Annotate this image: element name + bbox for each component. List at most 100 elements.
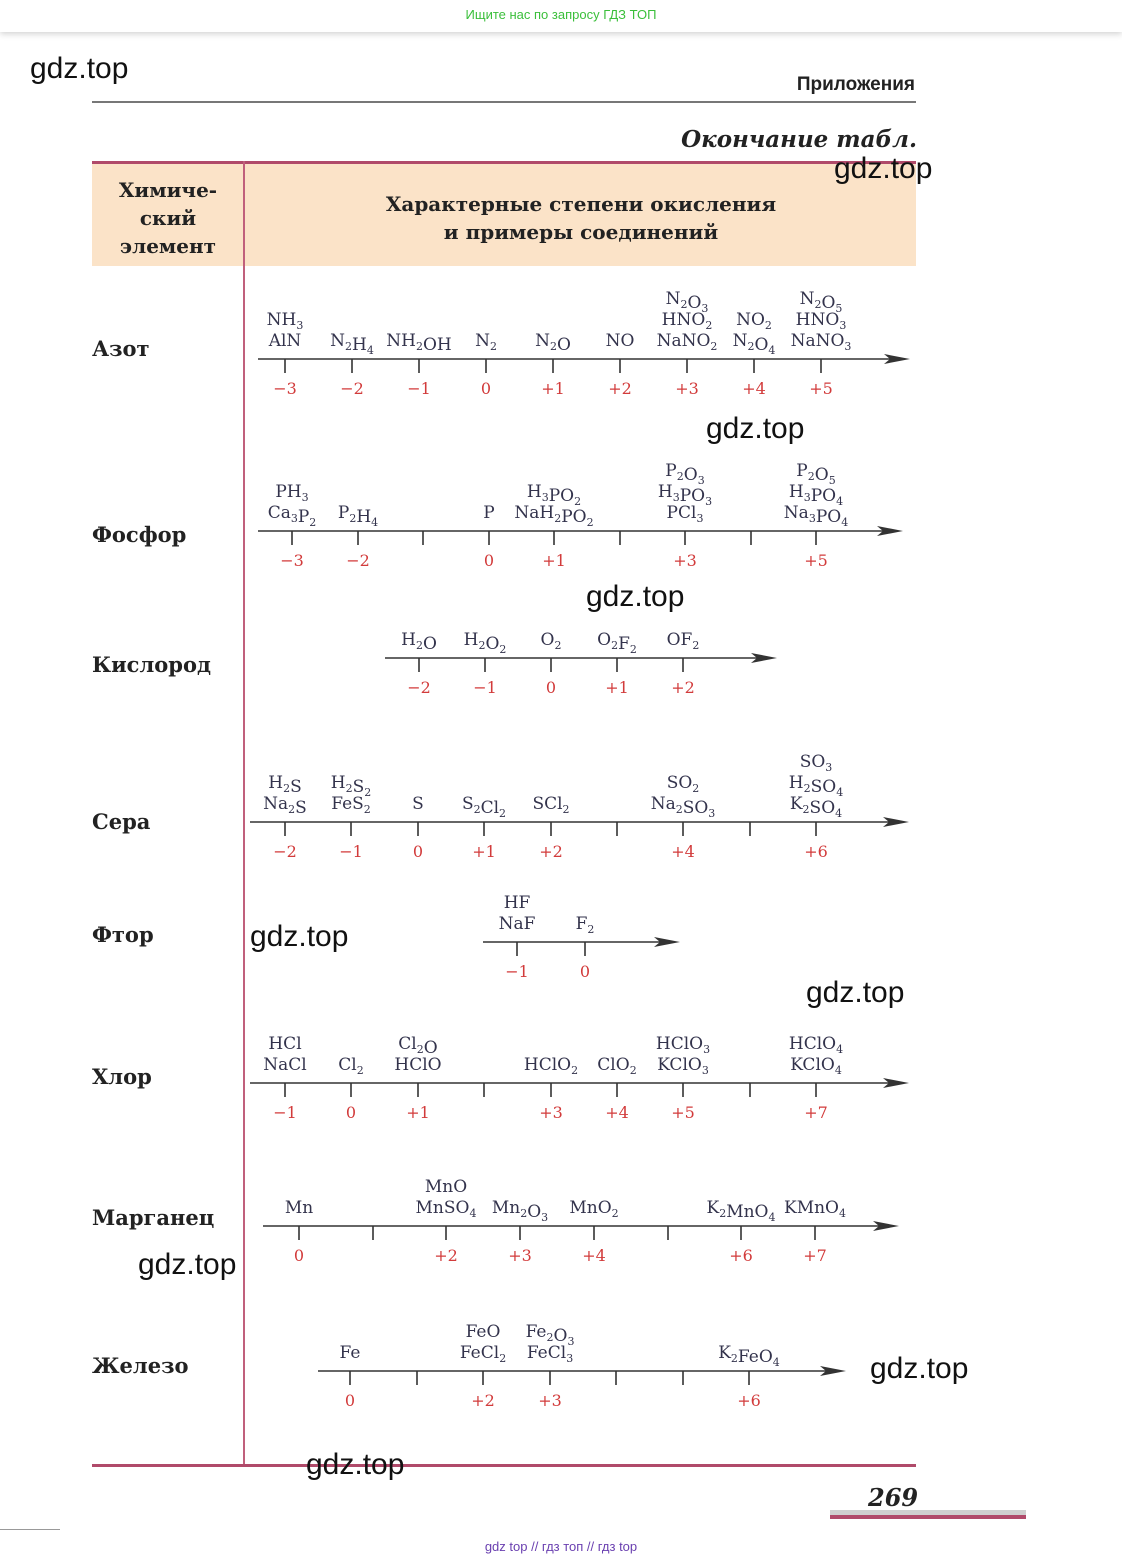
compound-formula: K2FeO4 [718, 1343, 780, 1369]
header-rule [92, 101, 916, 103]
oxidation-state-label: 0 [546, 678, 556, 697]
header-element-line: элемент [119, 234, 217, 258]
table-continuation-label: Окончание табл. [681, 126, 917, 153]
header-element-column: Химиче- ский элемент [92, 176, 244, 260]
watermark: gdz.top [706, 412, 805, 445]
oxidation-state-label: +7 [804, 1103, 828, 1122]
compound-formula: K2SO4 [790, 794, 842, 820]
compound-formula: Mn2O3 [492, 1198, 548, 1224]
compound-formula: Mn [285, 1198, 313, 1218]
column-divider [243, 161, 245, 1467]
compound-formula: FeS2 [331, 794, 371, 816]
element-name-iron: Железо [92, 1353, 189, 1378]
element-name-sulfur: Сера [92, 809, 151, 834]
header-description-line: Характерные степени окисления [385, 192, 777, 216]
arrow-head-icon [883, 1078, 909, 1088]
compound-formula: AlN [268, 331, 302, 351]
compound-formula: O2F2 [597, 630, 637, 656]
compound-formula: NaH2PO2 [514, 503, 593, 529]
header-description-column: Характерные степени окисления и примеры … [246, 190, 916, 246]
compound-formula: HCl [268, 1034, 301, 1054]
compound-formula: H2S [268, 773, 301, 797]
compound-formula: N2O5 [800, 289, 843, 315]
compound-formula: HClO2 [524, 1055, 578, 1077]
compound-formula: MnSO4 [416, 1198, 477, 1220]
oxidation-state-label: +4 [582, 1246, 606, 1265]
element-name-nitrogen: Азот [92, 336, 150, 361]
compound-formula: N2 [475, 331, 497, 353]
compound-formula: NO2 [736, 310, 772, 332]
compound-formula: N2O [535, 331, 571, 355]
oxidation-state-label: +7 [803, 1246, 827, 1265]
watermark: gdz.top [138, 1248, 237, 1281]
oxidation-state-label: +3 [675, 379, 699, 398]
oxidation-state-label: +6 [729, 1246, 753, 1265]
compound-formula: NH2OH [386, 331, 451, 355]
compound-formula: KMnO4 [784, 1198, 846, 1220]
compound-formula: P2H4 [338, 503, 378, 529]
compound-formula: FeCl2 [460, 1343, 506, 1365]
oxidation-state-label: +2 [671, 678, 695, 697]
compound-formula: HClO3 [656, 1034, 710, 1056]
compound-formula: S [412, 794, 424, 814]
compound-formula: HNO3 [796, 310, 847, 332]
compound-formula: MnO [425, 1177, 467, 1197]
compound-formula: Na3PO4 [784, 503, 848, 529]
compound-formula: KClO4 [790, 1055, 842, 1077]
oxidation-state-label: 0 [346, 1103, 356, 1122]
compound-formula: H2SO4 [789, 773, 843, 799]
arrow-head-icon [884, 354, 910, 364]
oxidation-state-label: 0 [580, 962, 590, 981]
compound-formula: N2O3 [666, 289, 709, 315]
top-banner[interactable]: Ищите нас по запросу ГДЗ ТОП [0, 0, 1122, 32]
header-element-line: ский [139, 206, 197, 230]
corner-rule [0, 1529, 60, 1530]
compound-formula: HNO2 [662, 310, 713, 332]
oxidation-state-label: −1 [505, 962, 529, 981]
compound-formula: KClO3 [657, 1055, 709, 1077]
footer-links[interactable]: gdz top // гдз топ // гдз top [484, 1539, 638, 1554]
compound-formula: NaNO3 [791, 331, 852, 353]
compound-formula: NH3 [267, 310, 304, 332]
watermark: gdz.top [250, 920, 349, 953]
oxidation-state-label: +3 [673, 551, 697, 570]
watermark: gdz.top [30, 52, 129, 85]
oxidation-state-label: −3 [280, 551, 304, 570]
oxidation-state-label: −1 [473, 678, 497, 697]
oxidation-state-label: −2 [346, 551, 370, 570]
section-title: Приложения [796, 74, 915, 95]
compound-formula: FeCl3 [527, 1343, 573, 1365]
oxidation-state-label: +1 [605, 678, 629, 697]
header-description-line: и примеры соединений [443, 220, 719, 244]
element-diagram: −3NH3AlN−2N2H4−1NH2OH0N2+1N2O+2NO+3N2O3H… [258, 289, 910, 398]
compound-formula: OF2 [667, 630, 700, 652]
oxidation-state-label: +4 [671, 842, 695, 861]
compound-formula: Cl2O [398, 1034, 437, 1058]
header-element-line: Химиче- [118, 178, 218, 202]
watermark: gdz.top [806, 976, 905, 1009]
compound-formula: P2O3 [665, 461, 704, 487]
oxidation-state-label: +2 [608, 379, 632, 398]
compound-formula: P [483, 503, 494, 523]
page-number: 269 [868, 1483, 919, 1512]
arrow-head-icon [883, 817, 909, 827]
arrow-head-icon [820, 1366, 846, 1376]
oxidation-state-label: 0 [481, 379, 491, 398]
oxidation-state-label: −2 [407, 678, 431, 697]
compound-formula: Fe [340, 1343, 361, 1363]
oxidation-state-label: +3 [538, 1391, 562, 1410]
compound-formula: HClO4 [789, 1034, 843, 1056]
compound-formula: N2H4 [330, 331, 374, 357]
compound-formula: NaNO2 [657, 331, 718, 353]
watermark: gdz.top [870, 1352, 969, 1385]
page-number-rule [830, 1510, 1026, 1515]
compound-formula: PCl3 [667, 503, 704, 525]
arrow-head-icon [877, 526, 903, 536]
compound-formula: SO3 [800, 752, 833, 774]
element-diagram: −3PH3Ca3P2−2P2H40P+1H3PO2NaH2PO2+3P2O3H3… [258, 461, 903, 570]
compound-formula: Na2SO3 [651, 794, 716, 820]
